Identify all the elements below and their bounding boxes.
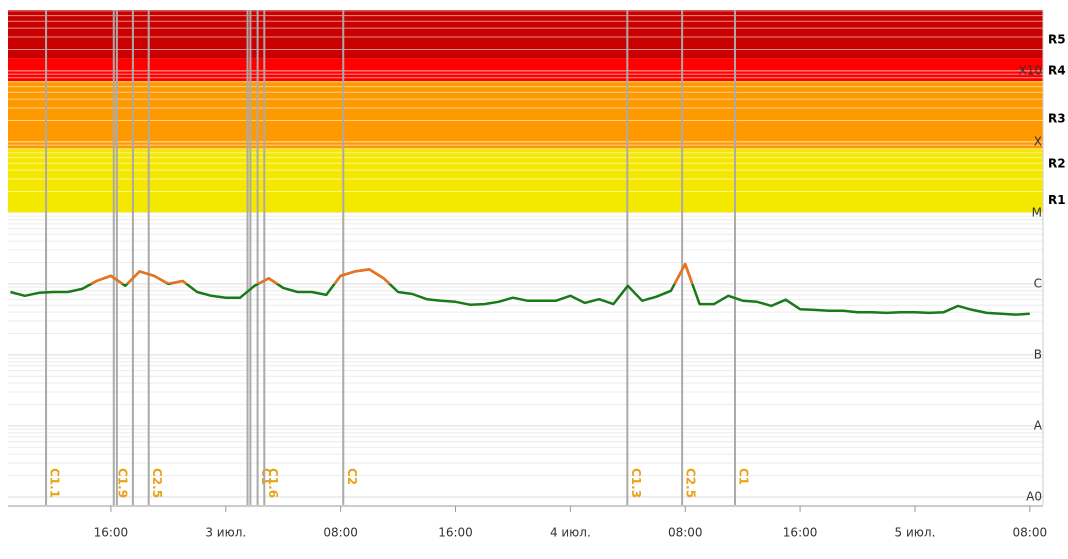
x-tick-label: 3 июл.: [205, 526, 246, 540]
x-tick-label: 4 июл.: [550, 526, 591, 540]
y-tick-label: X10: [1019, 63, 1043, 77]
event-label: C1: [259, 468, 273, 485]
x-tick-label: 08:00: [668, 526, 703, 540]
flux-line: [10, 262, 1030, 316]
x-tick-label: 16:00: [94, 526, 129, 540]
x-tick-label: 08:00: [1013, 526, 1048, 540]
band: [8, 58, 1043, 82]
y-tick-label: X: [1034, 134, 1042, 148]
event-label: C1.3: [629, 468, 643, 498]
event-label: C2: [345, 468, 359, 485]
event-label: C1: [737, 468, 751, 485]
x-tick-label: 08:00: [323, 526, 358, 540]
x-tick-label: 16:00: [783, 526, 818, 540]
y-tick-label: M: [1032, 205, 1042, 219]
x-tick-label: 5 июл.: [895, 526, 936, 540]
event-label: C2.5: [150, 468, 164, 498]
event-label: C1.9: [115, 468, 129, 498]
y-tick-label: A0: [1026, 489, 1042, 503]
y-tick-label: B: [1034, 347, 1042, 361]
band: [8, 10, 1043, 59]
event-label: C1.1: [48, 468, 62, 498]
y-tick-label: C: [1034, 276, 1042, 290]
level-label: R5: [1048, 33, 1066, 47]
level-label: R2: [1048, 156, 1066, 170]
band: [8, 81, 1043, 149]
level-label: R1: [1048, 193, 1066, 207]
event-label: C1.6: [266, 468, 280, 498]
band: [8, 148, 1043, 213]
x-tick-label: 16:00: [438, 526, 473, 540]
y-tick-label: A: [1034, 418, 1043, 432]
level-label: R4: [1048, 63, 1066, 77]
level-label: R3: [1048, 112, 1066, 126]
flux-line-above: [88, 262, 694, 284]
event-label: C2.5: [684, 468, 698, 498]
